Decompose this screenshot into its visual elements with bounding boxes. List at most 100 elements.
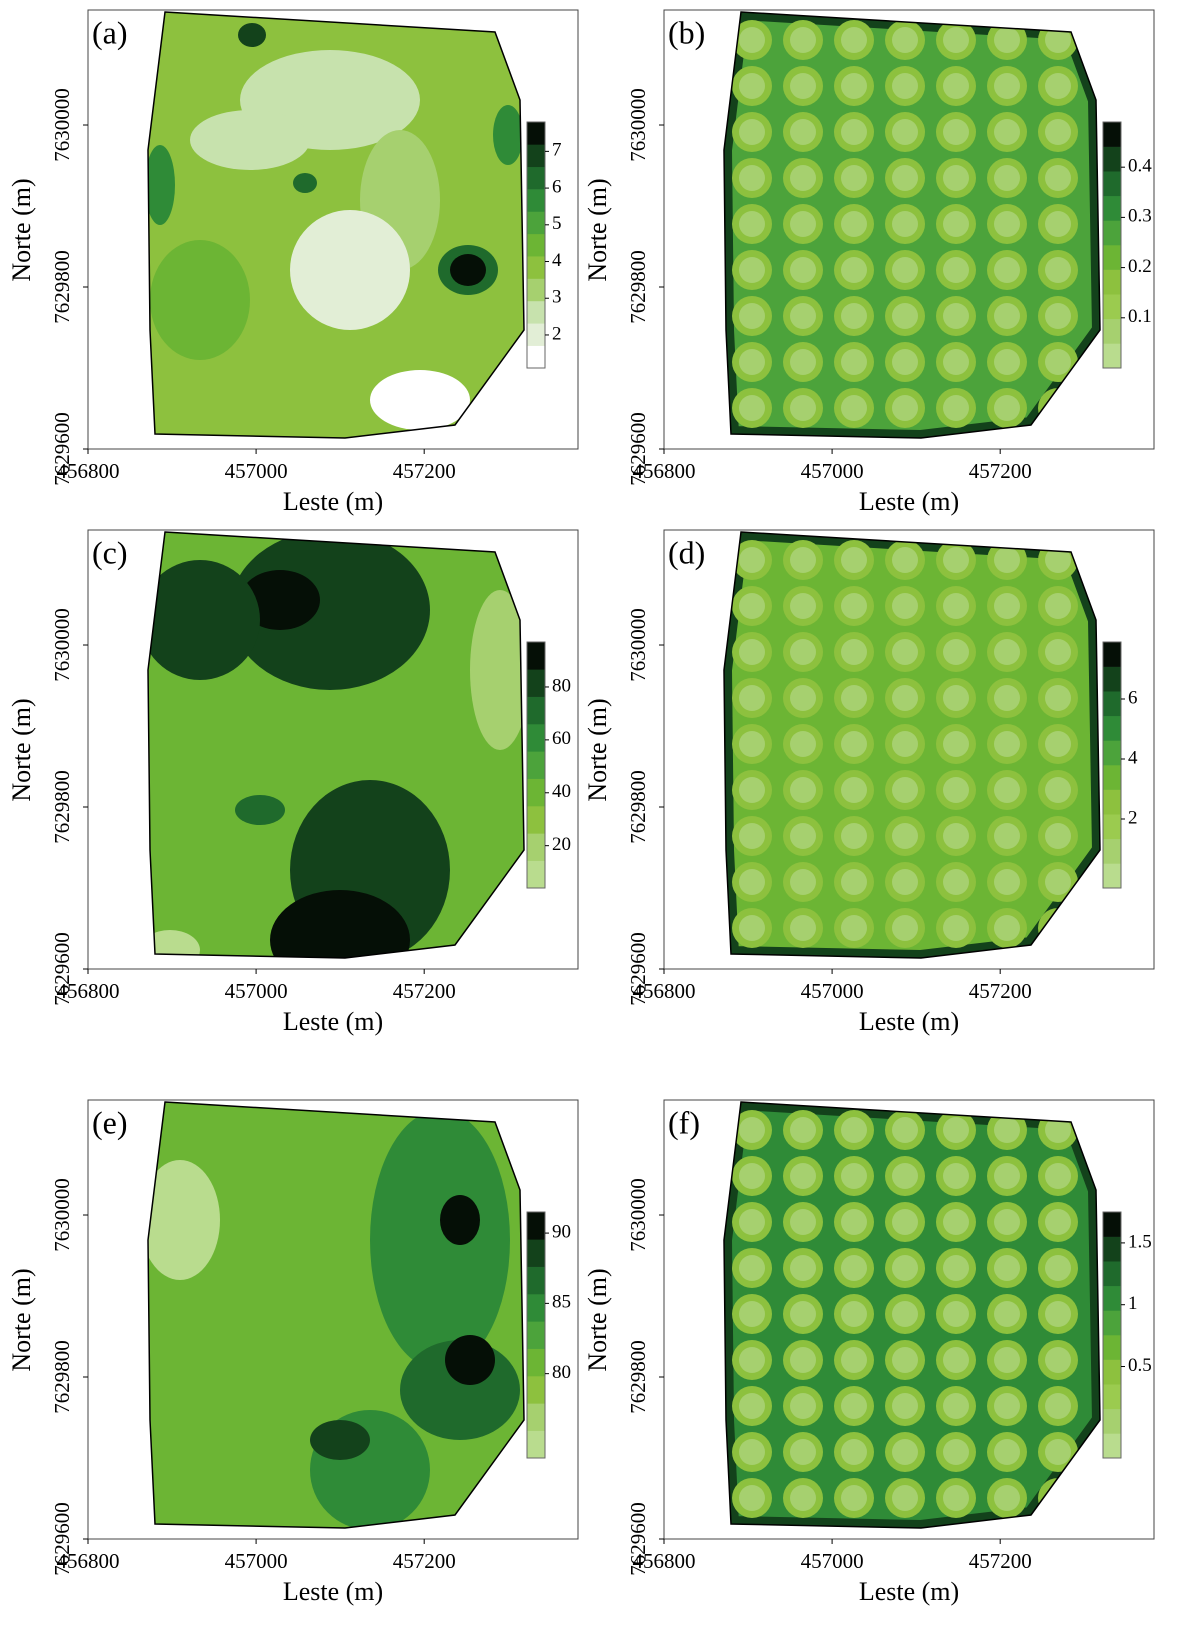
contour-spot: [739, 639, 765, 665]
contour-spot: [739, 547, 765, 573]
contour-spot: [1045, 1163, 1071, 1189]
contour-spot: [994, 1209, 1020, 1235]
contour-spot: [790, 1255, 816, 1281]
colorbar-band: [527, 346, 545, 369]
colorbar-band: [1103, 1433, 1121, 1458]
contour-blob: [310, 1420, 370, 1460]
contour-spot: [841, 823, 867, 849]
colorbar-band: [527, 211, 545, 234]
contour-spot: [943, 73, 969, 99]
colorbar-band: [1103, 691, 1121, 716]
contour-spot: [994, 685, 1020, 711]
contour-spot: [943, 639, 969, 665]
contour-spot: [841, 1393, 867, 1419]
contour-spot: [739, 731, 765, 757]
contour-spot: [994, 915, 1020, 941]
contour-spot: [892, 395, 918, 421]
x-tick-label: 457000: [801, 979, 864, 1003]
contour-spot: [892, 1209, 918, 1235]
contour-spot: [739, 823, 765, 849]
contour-spot: [790, 1117, 816, 1143]
y-tick-label: 7630000: [50, 608, 74, 682]
x-tick-label: 457000: [801, 459, 864, 483]
contour-spot: [892, 1117, 918, 1143]
contour-spot: [1045, 257, 1071, 283]
map-field: [145, 12, 524, 438]
colorbar-tick-label: 85: [552, 1292, 571, 1313]
map-field: [724, 12, 1100, 438]
contour-spot: [892, 349, 918, 375]
colorbar-tick-label: 0.1: [1128, 306, 1152, 327]
y-tick-label: 7629800: [626, 250, 650, 324]
colorbar-band: [1103, 1261, 1121, 1286]
contour-spot: [790, 1209, 816, 1235]
contour-spot: [1045, 731, 1071, 757]
colorbar-tick-label: 0.3: [1128, 206, 1152, 227]
y-tick-label: 7629800: [50, 770, 74, 844]
colorbar-band: [1103, 716, 1121, 741]
contour-spot: [841, 303, 867, 329]
x-tick-label: 457200: [969, 979, 1032, 1003]
colorbar-tick-label: 7: [552, 140, 562, 161]
contour-spot: [1045, 349, 1071, 375]
contour-spot: [892, 547, 918, 573]
contour-spot: [739, 1209, 765, 1235]
contour-spot: [739, 303, 765, 329]
contour-spot: [739, 1393, 765, 1419]
colorbar-band: [1103, 1237, 1121, 1262]
contour-spot: [841, 73, 867, 99]
contour-spot: [892, 1301, 918, 1327]
y-axis-label: Norte (m): [583, 1268, 612, 1371]
contour-spot: [790, 593, 816, 619]
contour-spot: [1045, 1439, 1071, 1465]
contour-spot: [1045, 823, 1071, 849]
contour-spot: [892, 1163, 918, 1189]
contour-spot: [892, 1393, 918, 1419]
contour-spot: [994, 777, 1020, 803]
contour-blob: [150, 240, 250, 360]
contour-spot: [943, 1393, 969, 1419]
contour-spot: [739, 777, 765, 803]
contour-spot: [1045, 165, 1071, 191]
contour-spot: [892, 211, 918, 237]
colorbar-band: [1103, 790, 1121, 815]
contour-spot: [841, 257, 867, 283]
contour-spot: [994, 119, 1020, 145]
contour-spot: [790, 1485, 816, 1511]
contour-spot: [994, 395, 1020, 421]
x-tick-label: 457000: [801, 1549, 864, 1573]
contour-spot: [943, 777, 969, 803]
colorbar-band: [1103, 765, 1121, 790]
colorbar-band: [527, 301, 545, 324]
y-tick-label: 7629800: [50, 1340, 74, 1414]
y-tick-label: 7630000: [626, 88, 650, 162]
contour-spot: [790, 915, 816, 941]
contour-spot: [739, 349, 765, 375]
contour-blob: [145, 145, 175, 225]
contour-blob: [440, 1195, 480, 1245]
colorbar-band: [1103, 196, 1121, 221]
contour-spot: [841, 777, 867, 803]
contour-spot: [994, 593, 1020, 619]
panel-label: (c): [92, 534, 128, 570]
map-field: [724, 532, 1100, 958]
contour-spot: [943, 349, 969, 375]
colorbar-tick-label: 4: [1128, 747, 1138, 768]
contour-spot: [892, 303, 918, 329]
colorbar-band: [527, 669, 545, 697]
contour-spot: [1045, 593, 1071, 619]
colorbar-band: [527, 122, 545, 145]
contour-spot: [892, 119, 918, 145]
colorbar-band: [527, 279, 545, 302]
colorbar-band: [1103, 1286, 1121, 1311]
contour-spot: [892, 1485, 918, 1511]
contour-spot: [892, 165, 918, 191]
contour-spot: [790, 547, 816, 573]
colorbar-band: [527, 642, 545, 670]
colorbar-band: [527, 1239, 545, 1267]
colorbar-tick-label: 2: [1128, 807, 1138, 828]
contour-spot: [841, 211, 867, 237]
y-tick-label: 7629800: [626, 770, 650, 844]
contour-spot: [790, 73, 816, 99]
x-tick-label: 457200: [969, 459, 1032, 483]
